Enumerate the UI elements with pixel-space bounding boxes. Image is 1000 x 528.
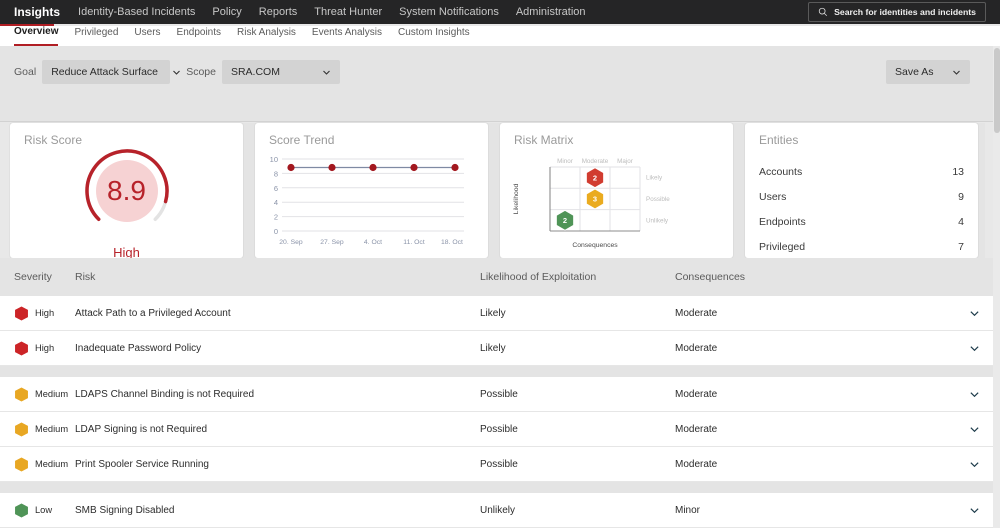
svg-text:6: 6 [274,184,278,193]
svg-text:Major: Major [617,158,633,165]
svg-text:4. Oct: 4. Oct [364,239,382,246]
svg-text:10: 10 [270,155,278,164]
svg-text:Moderate: Moderate [582,158,609,165]
svg-text:Possible: Possible [646,196,670,203]
svg-text:Likelihood: Likelihood [513,183,520,214]
svg-text:8: 8 [274,169,278,178]
svg-text:Consequences: Consequences [572,242,618,249]
svg-text:27. Sep: 27. Sep [320,239,344,246]
svg-text:18. Oct: 18. Oct [441,239,463,246]
svg-text:3: 3 [593,195,597,204]
svg-text:0: 0 [274,227,278,236]
svg-text:Minor: Minor [557,158,573,165]
svg-text:4: 4 [274,198,278,207]
svg-text:20. Sep: 20. Sep [279,239,303,246]
svg-text:Likely: Likely [646,175,663,182]
svg-text:2: 2 [563,216,567,225]
svg-text:Unlikely: Unlikely [646,217,669,224]
svg-text:2: 2 [593,173,597,182]
svg-text:11. Oct: 11. Oct [403,239,425,246]
svg-text:2: 2 [274,213,278,222]
